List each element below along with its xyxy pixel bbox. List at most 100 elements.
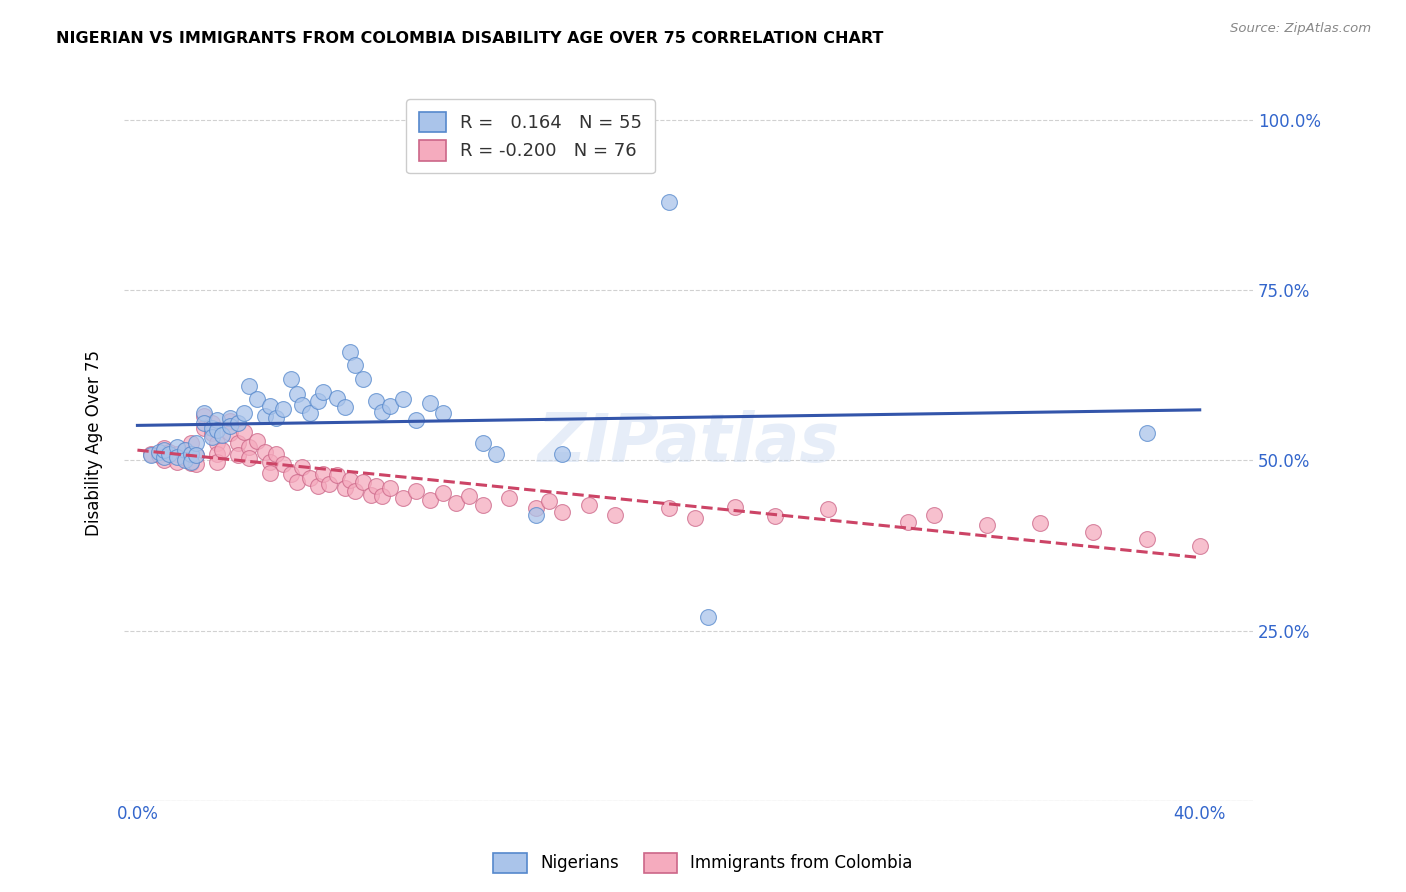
Point bbox=[184, 436, 207, 450]
Point bbox=[219, 426, 242, 441]
Point bbox=[174, 443, 197, 458]
Point bbox=[205, 455, 228, 469]
Point bbox=[174, 453, 197, 467]
Point bbox=[211, 427, 233, 442]
Point bbox=[897, 515, 920, 529]
Point bbox=[366, 393, 388, 408]
Point bbox=[352, 372, 374, 386]
Point bbox=[205, 423, 228, 437]
Point bbox=[378, 481, 401, 495]
Point bbox=[371, 404, 394, 418]
Point bbox=[352, 475, 374, 490]
Point bbox=[658, 194, 681, 209]
Point bbox=[205, 412, 228, 426]
Point bbox=[333, 401, 356, 415]
Point bbox=[273, 457, 295, 471]
Point bbox=[524, 501, 547, 516]
Point bbox=[280, 467, 302, 482]
Point bbox=[201, 421, 224, 435]
Point bbox=[1083, 524, 1105, 539]
Point bbox=[174, 451, 197, 466]
Point bbox=[166, 450, 188, 464]
Point bbox=[444, 496, 467, 510]
Point bbox=[344, 358, 367, 372]
Point bbox=[193, 416, 215, 430]
Point bbox=[471, 436, 494, 450]
Point bbox=[228, 448, 250, 462]
Point bbox=[1188, 539, 1211, 553]
Point bbox=[211, 443, 233, 458]
Point bbox=[153, 443, 176, 458]
Point bbox=[153, 453, 176, 467]
Point bbox=[264, 447, 287, 461]
Point bbox=[498, 491, 520, 505]
Point bbox=[219, 414, 242, 428]
Point bbox=[458, 489, 481, 503]
Point bbox=[264, 411, 287, 425]
Point bbox=[307, 393, 329, 408]
Text: Source: ZipAtlas.com: Source: ZipAtlas.com bbox=[1230, 22, 1371, 36]
Point bbox=[605, 508, 627, 522]
Point bbox=[291, 398, 314, 412]
Point bbox=[339, 344, 361, 359]
Point bbox=[238, 451, 260, 466]
Point bbox=[817, 502, 839, 516]
Point bbox=[259, 455, 281, 469]
Point bbox=[312, 467, 335, 482]
Point bbox=[246, 434, 269, 449]
Point bbox=[312, 385, 335, 400]
Point bbox=[153, 450, 176, 464]
Point bbox=[485, 447, 508, 461]
Point bbox=[578, 498, 600, 512]
Point bbox=[339, 473, 361, 487]
Point bbox=[193, 409, 215, 424]
Point bbox=[724, 500, 747, 514]
Point bbox=[344, 484, 367, 499]
Point bbox=[205, 436, 228, 450]
Point bbox=[658, 501, 681, 516]
Point bbox=[392, 491, 415, 505]
Point bbox=[538, 494, 561, 508]
Point bbox=[551, 447, 574, 461]
Point bbox=[333, 481, 356, 495]
Point bbox=[366, 479, 388, 493]
Point bbox=[273, 402, 295, 417]
Point bbox=[201, 430, 224, 444]
Point bbox=[228, 416, 250, 430]
Point bbox=[180, 456, 202, 470]
Point bbox=[180, 436, 202, 450]
Point bbox=[259, 399, 281, 413]
Point bbox=[238, 440, 260, 454]
Point bbox=[318, 477, 340, 491]
Point bbox=[551, 504, 574, 518]
Point bbox=[205, 447, 228, 461]
Point bbox=[307, 479, 329, 493]
Point bbox=[325, 391, 347, 405]
Point bbox=[232, 406, 254, 420]
Point bbox=[1136, 532, 1159, 546]
Point bbox=[201, 416, 224, 430]
Point bbox=[419, 395, 441, 409]
Point bbox=[299, 406, 322, 420]
Point bbox=[180, 447, 202, 461]
Point bbox=[405, 412, 427, 426]
Point bbox=[280, 372, 302, 386]
Point bbox=[378, 399, 401, 413]
Point bbox=[219, 411, 242, 425]
Point bbox=[246, 392, 269, 407]
Point bbox=[193, 406, 215, 420]
Point bbox=[285, 475, 308, 490]
Point bbox=[392, 392, 415, 407]
Point bbox=[193, 421, 215, 435]
Point bbox=[232, 425, 254, 439]
Legend: R =   0.164   N = 55, R = -0.200   N = 76: R = 0.164 N = 55, R = -0.200 N = 76 bbox=[406, 99, 655, 173]
Point bbox=[180, 455, 202, 469]
Point bbox=[524, 508, 547, 522]
Point bbox=[405, 484, 427, 499]
Point bbox=[697, 610, 720, 624]
Point bbox=[228, 436, 250, 450]
Point bbox=[360, 487, 382, 501]
Point bbox=[166, 455, 188, 469]
Point bbox=[471, 498, 494, 512]
Point bbox=[157, 445, 180, 459]
